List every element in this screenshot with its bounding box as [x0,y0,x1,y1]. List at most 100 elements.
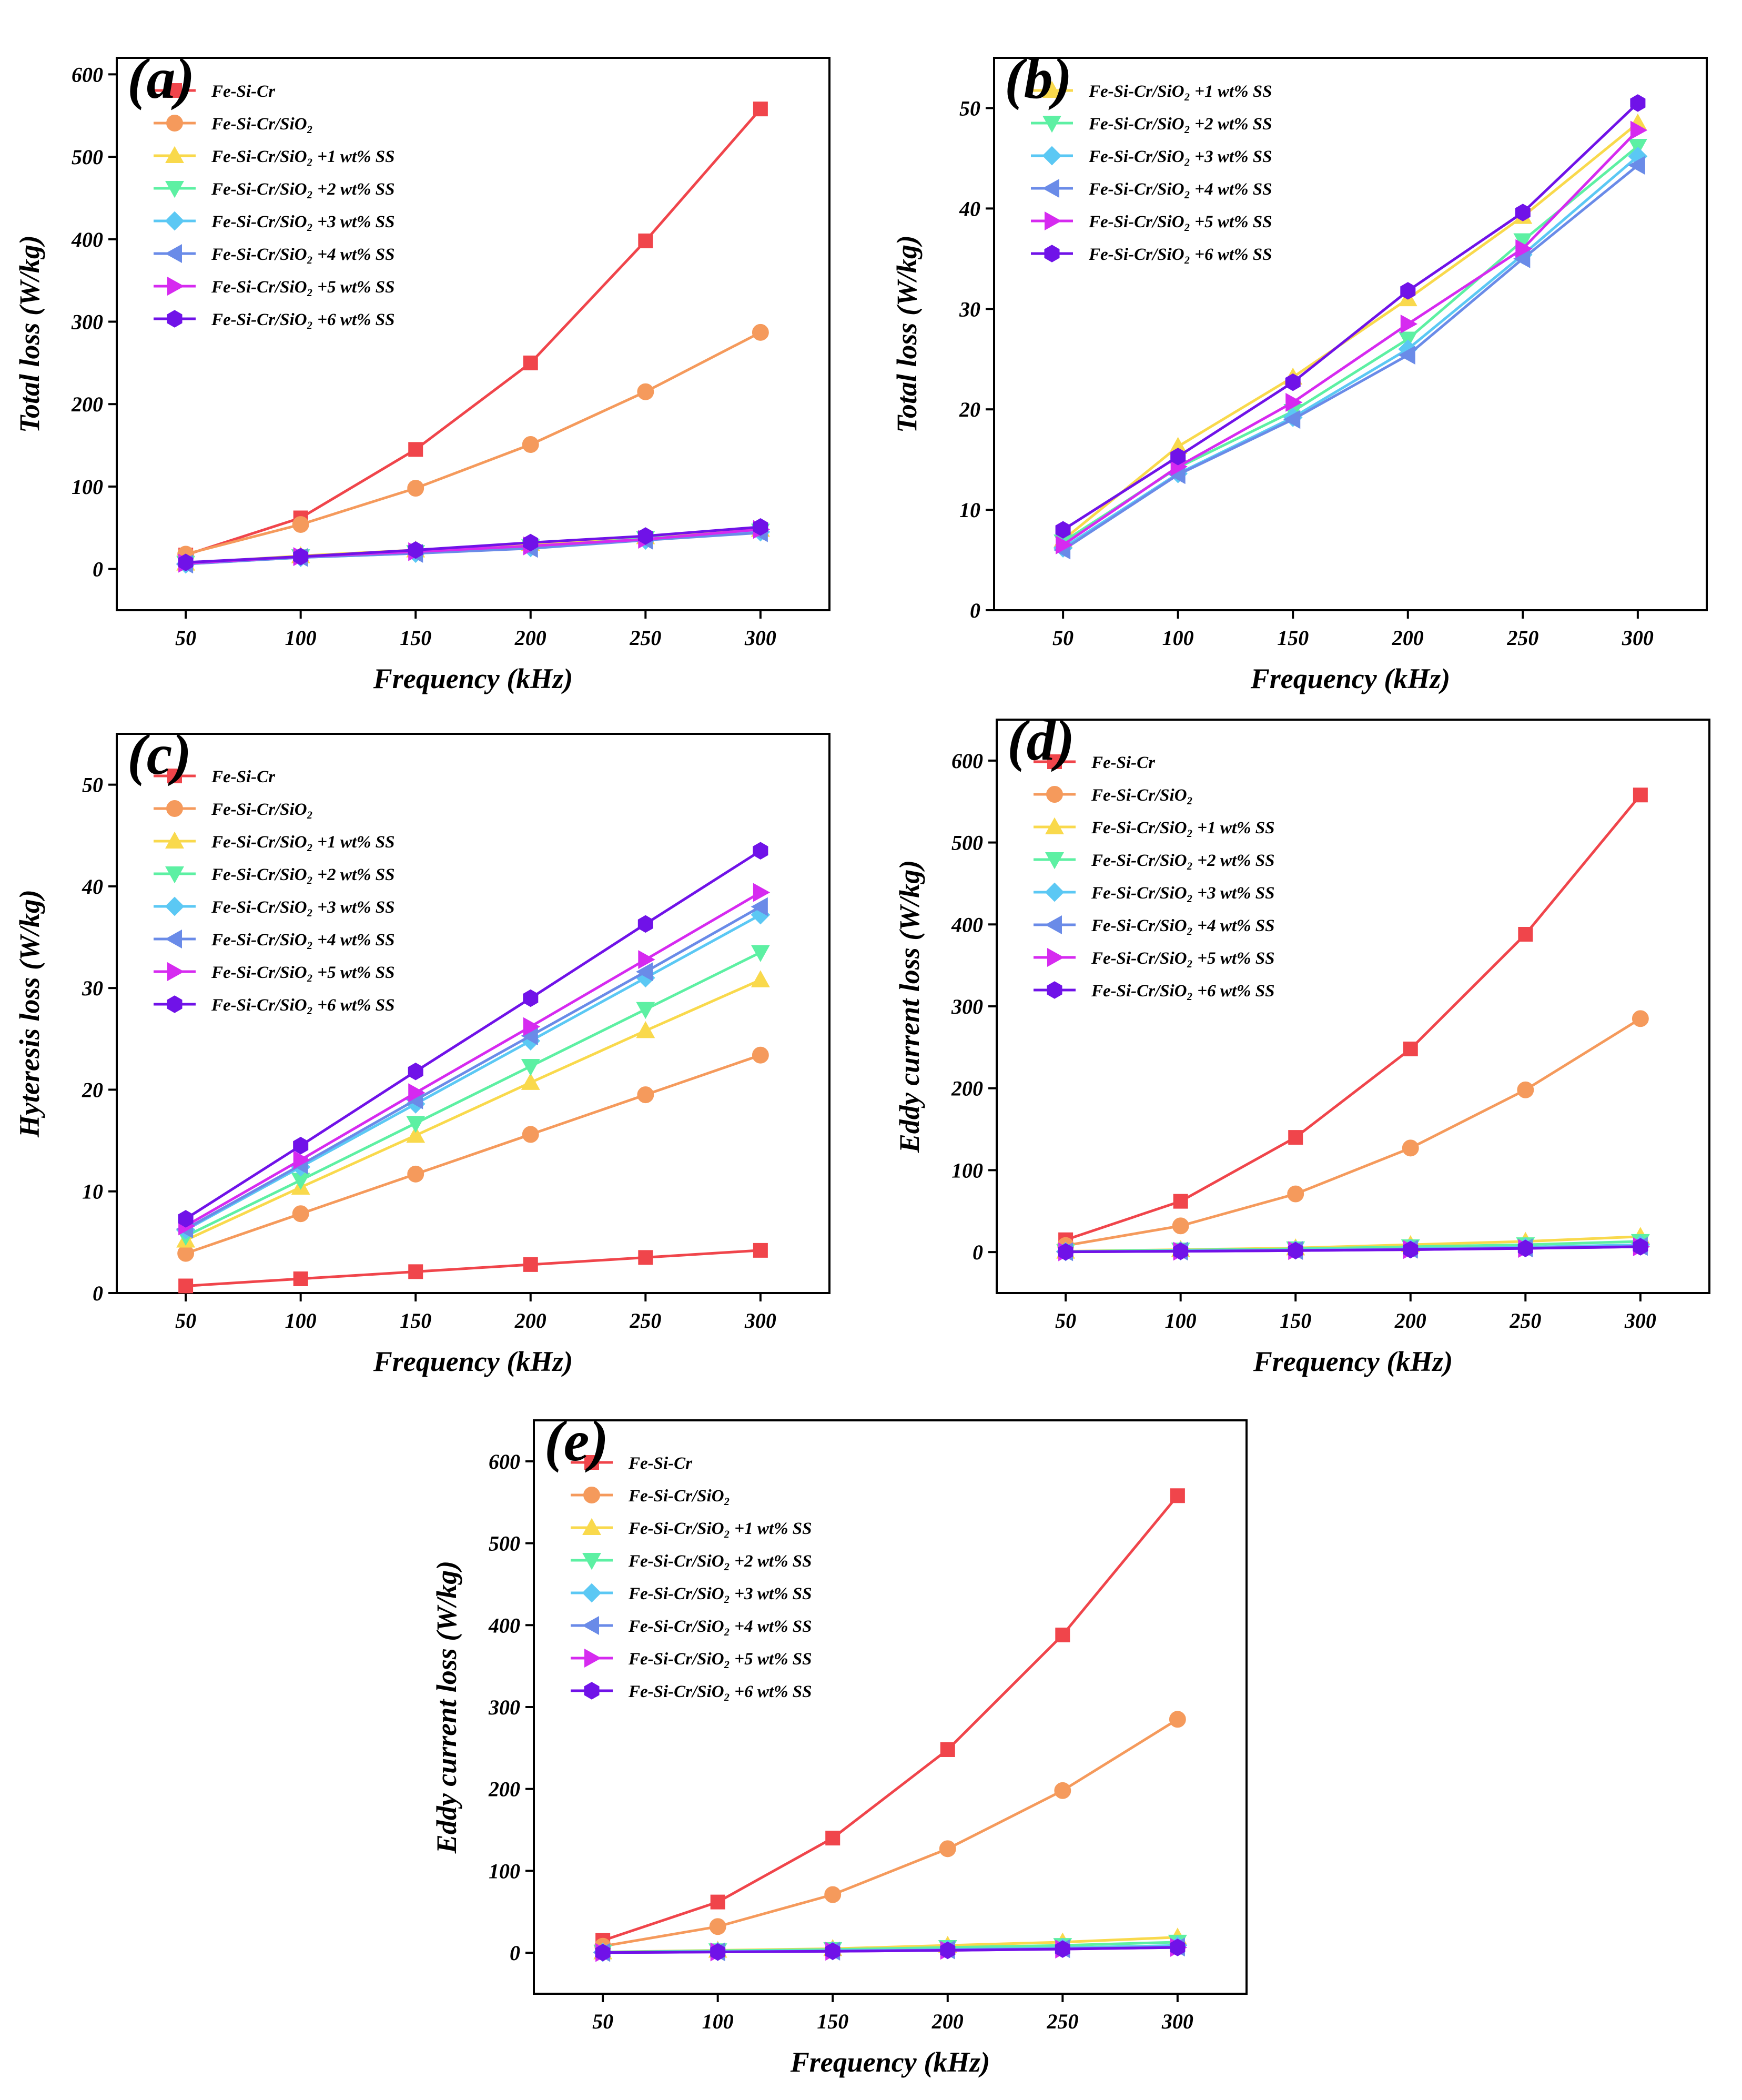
x-tick-label: 250 [1046,2010,1078,2033]
x-tick-label: 200 [1392,626,1424,650]
panel-b: 50 100 150 200 250 300 0 10 20 30 40 50 Frequency (k… [891,46,1708,694]
x-tick-label: 200 [514,1309,546,1332]
series-1 [177,1046,769,1262]
plot-frame [993,57,1708,611]
legend-swatch-marker [583,1487,600,1503]
data-point [595,1943,611,1962]
series-line [185,891,762,1227]
x-axis-title: Frequency (kHz) [373,1346,573,1377]
legend-swatch-marker [582,1553,601,1570]
legend-swatch-marker [167,769,182,783]
legend-swatch-marker [166,800,183,817]
data-point [940,1941,956,1960]
x-tick-label: 50 [175,626,196,650]
legend: Fe-Si-Cr/SiO₂ +1 wt% SS Fe-Si-Cr/SiO₂ +2 … [1031,80,1272,264]
data-point [1170,1939,1186,1956]
series-3 [1053,156,1645,560]
y-tick-label: 300 [71,310,103,334]
data-point [1403,1240,1419,1259]
y-tick-label: 500 [72,145,103,169]
y-axis-title: Hyteresis loss (W/kg) [14,890,45,1138]
data-point [753,1243,768,1258]
series-2 [1053,146,1648,558]
data-point [178,553,194,571]
series-4 [176,905,771,1240]
data-point [710,1943,726,1961]
panel-label: (c) [127,722,191,786]
y-tick-label: 0 [93,1281,103,1305]
legend-entry-label: Fe-Si-Cr/SiO₂ +3 wt% SS [1088,147,1272,166]
data-point [1288,1130,1303,1145]
legend-entry-label: Fe-Si-Cr/SiO₂ [628,1487,730,1506]
data-point [636,962,653,982]
series-line [185,1249,761,1287]
data-point [753,842,768,860]
y-tick-label: 600 [72,63,103,86]
data-point [1630,94,1646,112]
series-line [1065,794,1642,1241]
data-point [292,1205,309,1223]
series-line [185,913,762,1231]
y-tick-label: 500 [489,1532,520,1556]
data-point [1517,1239,1533,1257]
y-tick-label: 20 [959,398,980,421]
data-point [408,1083,426,1103]
plot-frame [116,733,831,1294]
data-point [1170,448,1186,466]
y-tick-label: 50 [82,773,103,797]
data-point [1287,1185,1304,1203]
y-tick-label: 600 [489,1450,520,1473]
data-point [1173,1242,1189,1260]
data-point [408,1264,423,1279]
series-line [1066,1245,1640,1254]
y-tick-label: 200 [71,392,103,416]
y-tick-label: 10 [82,1180,103,1204]
data-point [406,1116,426,1133]
legend-swatch-marker [1046,786,1063,803]
data-point [1518,926,1533,942]
y-tick-label: 0 [93,558,103,581]
data-point [292,516,309,533]
x-axis-title: Frequency (kHz) [1250,663,1450,694]
series-line [602,1718,1179,1948]
legend-swatch-marker [1047,948,1065,967]
legend-entry-label: Fe-Si-Cr/SiO₂ +1 wt% SS [211,147,394,166]
y-tick-label: 400 [488,1613,520,1637]
y-tick-label: 10 [959,498,980,522]
legend-swatch-marker [165,146,184,163]
y-tick-label: 100 [72,475,103,499]
data-point [521,1059,540,1076]
legend-swatch-marker [582,1518,601,1535]
legend-swatch-marker [167,995,183,1013]
data-point [408,442,423,457]
x-axis-title: Frequency (kHz) [373,663,573,694]
y-tick-label: 30 [82,976,103,1000]
data-point [408,541,423,559]
data-point [638,950,655,970]
series-7 [178,842,768,1228]
y-axis-title: Total loss (W/kg) [891,235,923,433]
legend-entry-label: Fe-Si-Cr/SiO₂ +5 wt% SS [628,1650,812,1669]
legend-swatch-marker [1042,116,1061,133]
legend-swatch-marker [1045,817,1064,834]
data-point [1403,1041,1418,1056]
legend-entry-label: Fe-Si-Cr/SiO₂ +2 wt% SS [211,865,394,884]
series-line [602,1495,1179,1942]
data-point [1055,1940,1070,1958]
data-point [637,527,653,545]
legend-entry-label: Fe-Si-Cr/SiO₂ +1 wt% SS [1091,819,1274,837]
data-point [523,533,539,552]
legend-entry-label: Fe-Si-Cr/SiO₂ +1 wt% SS [211,833,394,852]
y-tick-label: 40 [82,875,103,898]
legend-swatch-marker [165,930,182,948]
legend-entry-label: Fe-Si-Cr/SiO₂ +3 wt% SS [211,213,394,231]
series-1 [594,1711,1186,1955]
x-tick-label: 200 [1394,1309,1426,1332]
legend-entry-label: Fe-Si-Cr/SiO₂ +4 wt% SS [628,1617,812,1636]
x-tick-label: 150 [1277,626,1309,650]
x-tick-label: 300 [1161,2010,1193,2033]
data-point [1173,1194,1188,1209]
legend-entry-label: Fe-Si-Cr/SiO₂ +1 wt% SS [628,1519,812,1538]
x-tick-label: 150 [400,1309,431,1332]
series-line [185,1054,761,1255]
